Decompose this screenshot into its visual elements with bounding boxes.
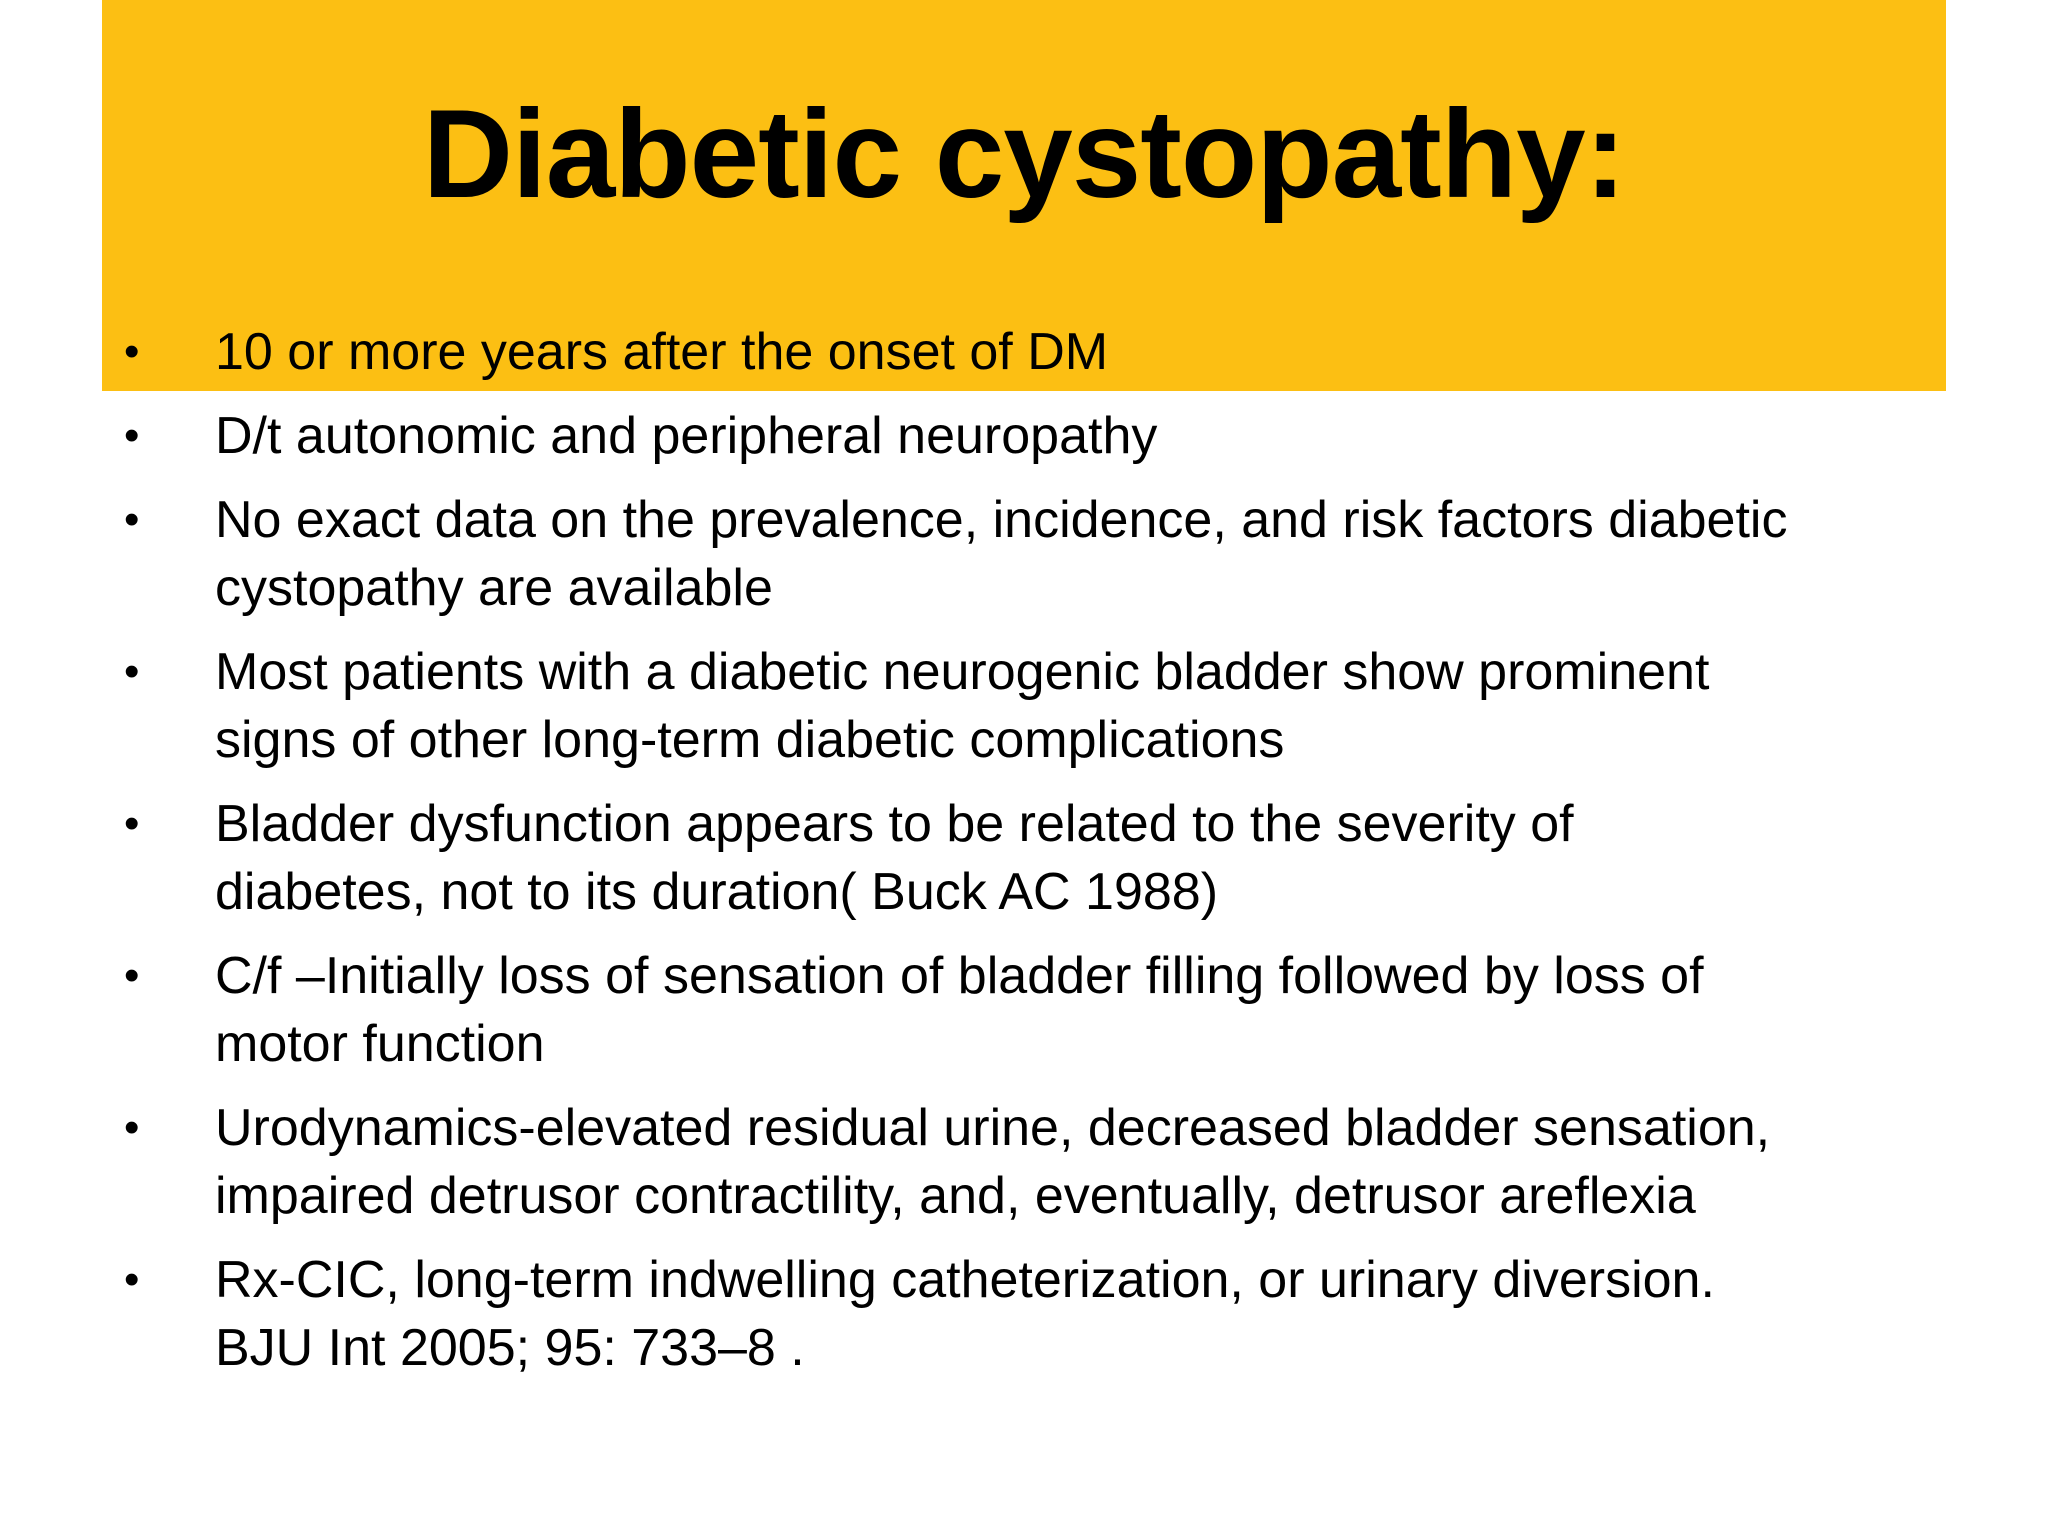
bullet-item: • Most patients with a diabetic neurogeni…: [102, 638, 2002, 774]
bullet-text: 10 or more years after the onset of DM: [215, 323, 1109, 381]
bullet-text: Urodynamics-elevated residual urine, dec…: [215, 1099, 1771, 1225]
bullet-item: • D/t autonomic and peripheral neuropathy: [102, 402, 2002, 470]
slide-title: Diabetic cystopathy:: [422, 85, 1627, 224]
bullet-item: • 10 or more years after the onset of DM: [102, 318, 2002, 386]
bullet-item: • Urodynamics-elevated residual urine, de…: [102, 1094, 2002, 1230]
bullet-text: C/f –Initially loss of sensation of blad…: [215, 947, 1704, 1073]
bullet-item: • Bladder dysfunction appears to be relat…: [102, 790, 2002, 926]
bullet-icon: •: [124, 327, 140, 376]
bullet-text: Most patients with a diabetic neurogenic…: [215, 643, 1710, 769]
bullet-item: • No exact data on the prevalence, incide…: [102, 486, 2002, 622]
bullet-icon: •: [124, 799, 140, 848]
bullet-icon: •: [124, 647, 140, 696]
bullet-icon: •: [124, 411, 140, 460]
bullet-item: • C/f –Initially loss of sensation of bla…: [102, 942, 2002, 1078]
bullet-text: No exact data on the prevalence, inciden…: [215, 491, 1788, 617]
bullet-text: D/t autonomic and peripheral neuropathy: [215, 407, 1158, 465]
bullet-icon: •: [124, 951, 140, 1000]
bullet-item: • Rx-CIC, long-term indwelling catheteriz…: [102, 1246, 2002, 1382]
bullet-list: • 10 or more years after the onset of DM •…: [102, 318, 2002, 1398]
bullet-text: Rx-CIC, long-term indwelling catheteriza…: [215, 1251, 1715, 1377]
bullet-icon: •: [124, 1255, 140, 1304]
bullet-text: Bladder dysfunction appears to be relate…: [215, 795, 1574, 921]
bullet-icon: •: [124, 1103, 140, 1152]
title-band: Diabetic cystopathy:: [102, 0, 1946, 391]
bullet-icon: •: [124, 495, 140, 544]
